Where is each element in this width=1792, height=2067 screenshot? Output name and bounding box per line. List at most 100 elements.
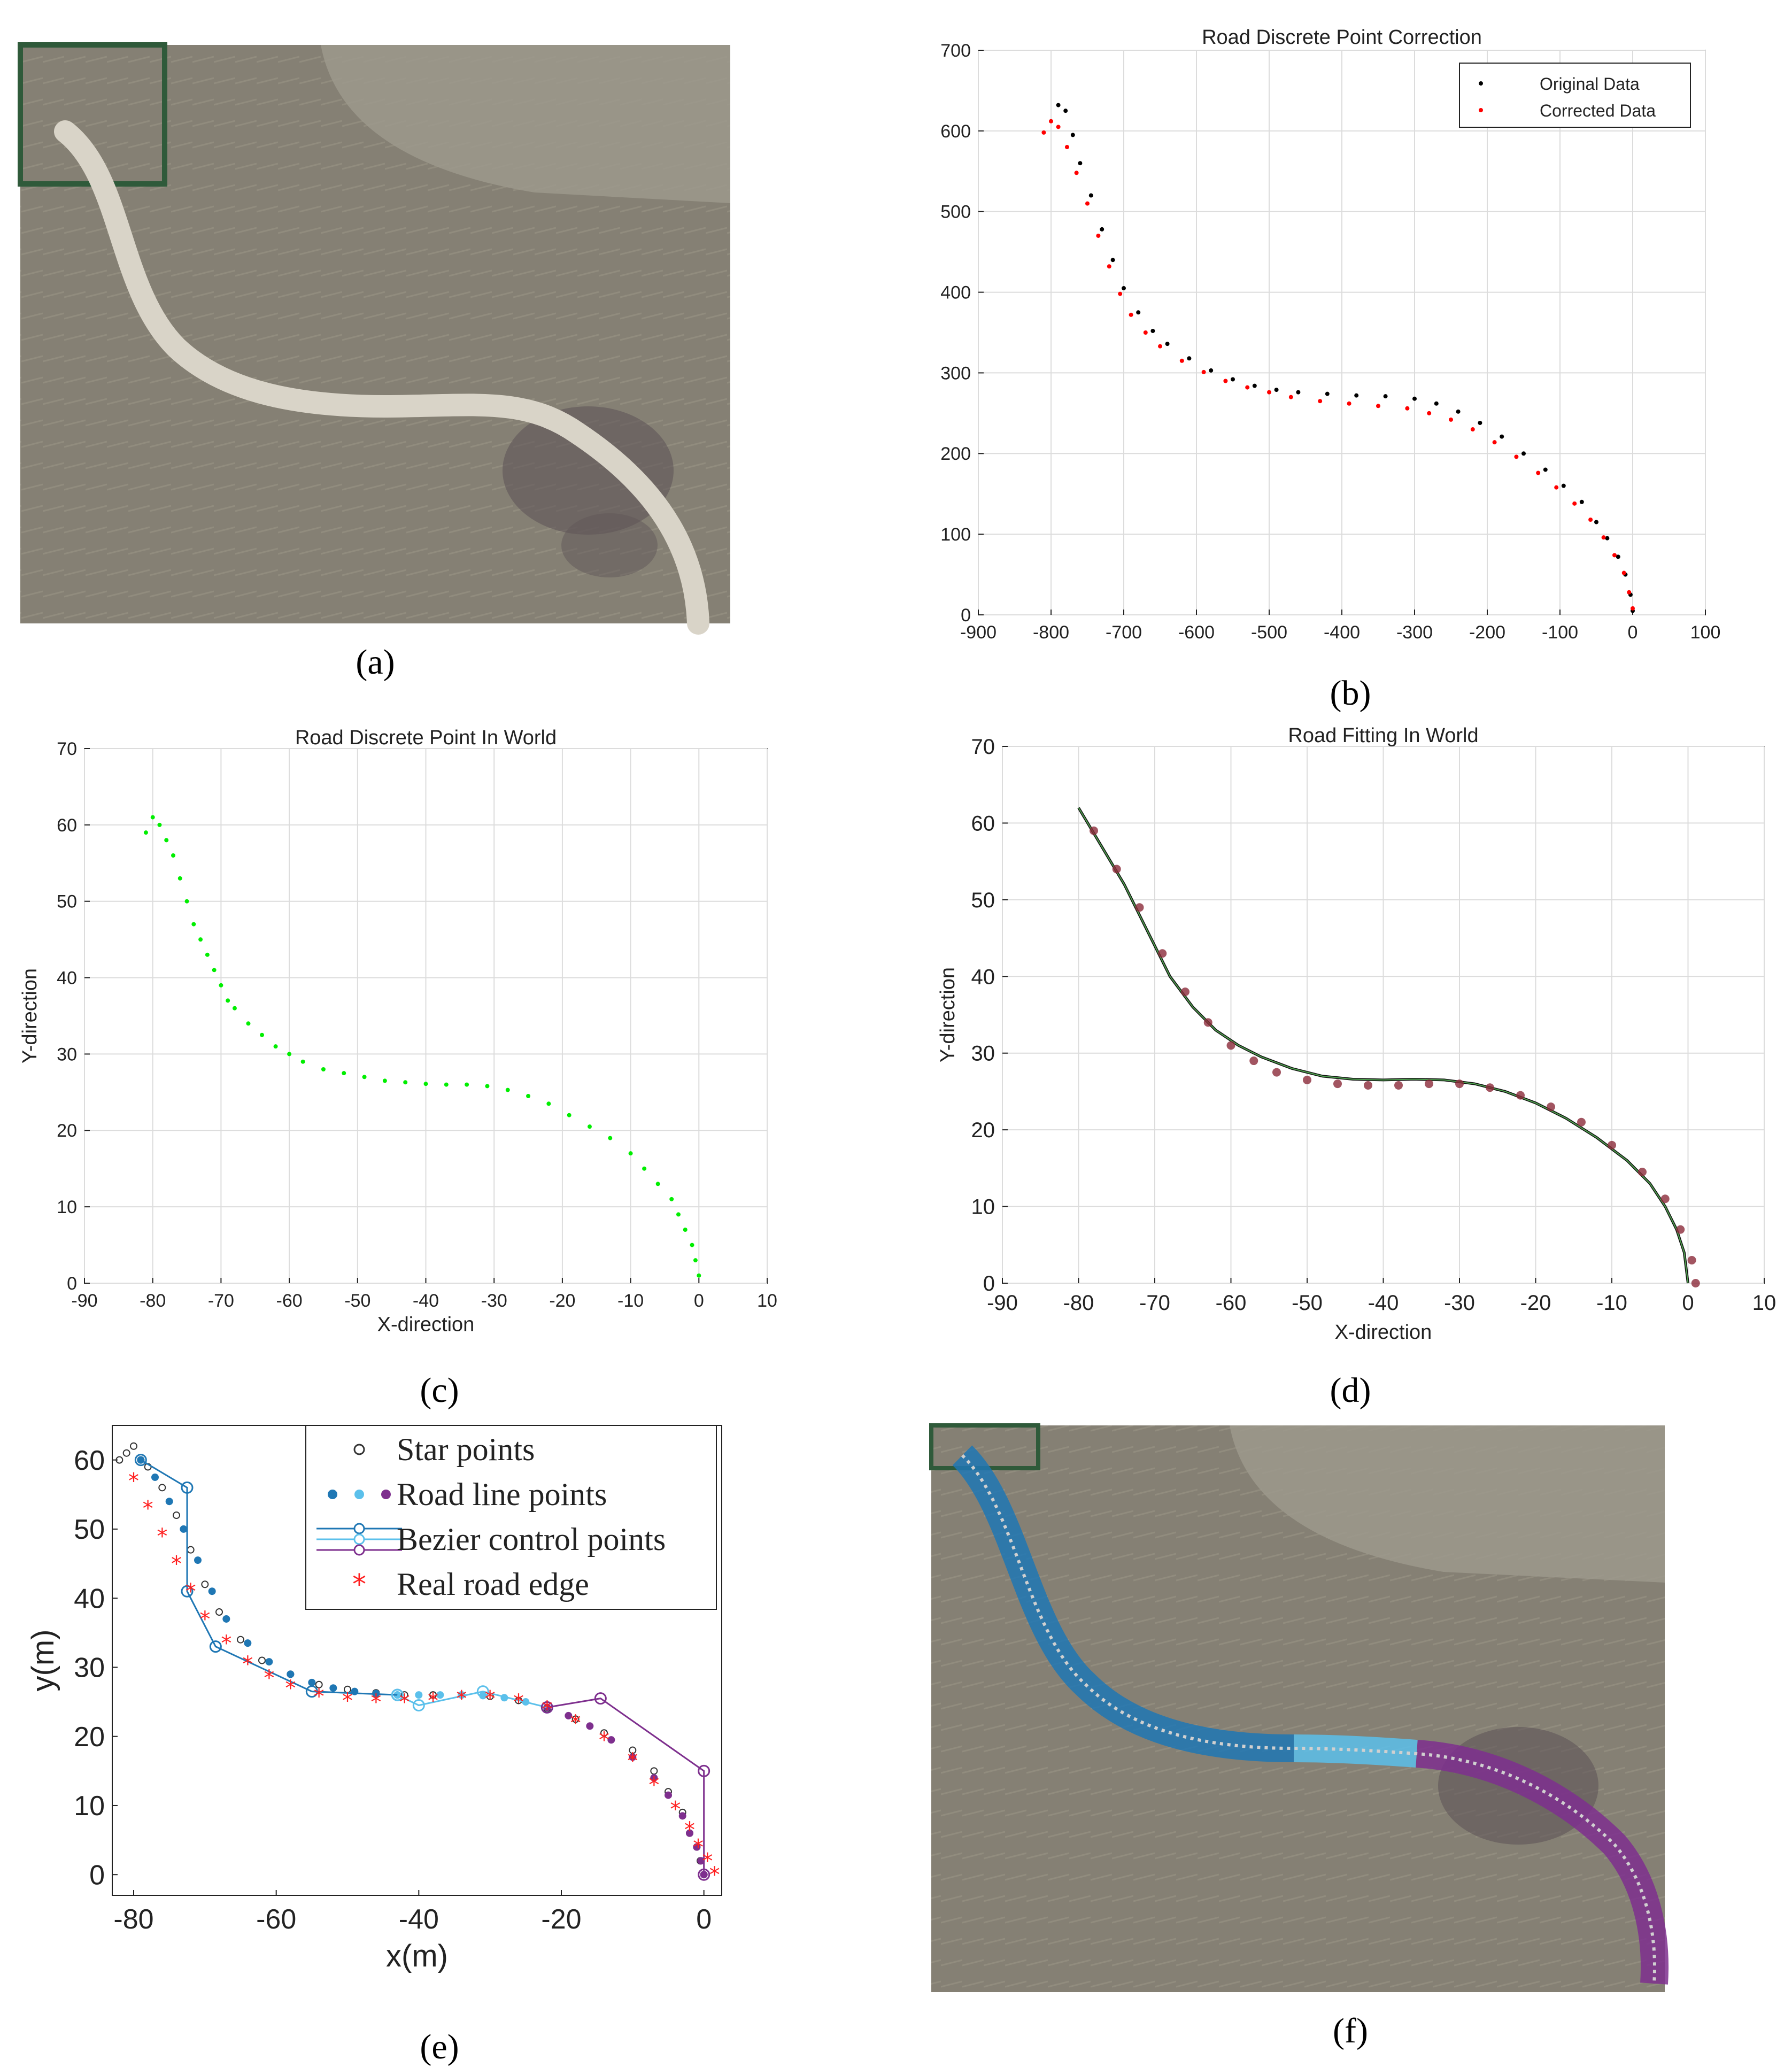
x-tick-label: -80: [140, 1291, 166, 1311]
y-tick-label: 50: [971, 889, 995, 912]
data-point: *: [709, 1863, 720, 1887]
data-point: [1179, 358, 1184, 363]
data-point: [567, 1113, 571, 1117]
data-point: [1158, 949, 1167, 958]
data-point: [565, 1711, 573, 1719]
x-tick-label: -60: [1216, 1291, 1247, 1315]
data-point: [1143, 330, 1148, 335]
data-point: [1588, 517, 1593, 522]
data-point: [1616, 554, 1620, 559]
control-point: [594, 1692, 607, 1705]
data-point: [1547, 1102, 1555, 1112]
data-point: [287, 1052, 292, 1056]
data-point: *: [428, 1688, 438, 1713]
x-tick-label: 0: [696, 1904, 712, 1935]
data-point: [1660, 1194, 1670, 1204]
data-point: [215, 1608, 223, 1616]
data-point: *: [627, 1749, 638, 1773]
data-point: [164, 838, 169, 843]
data-point: [184, 899, 189, 904]
data-point: [1187, 356, 1192, 361]
legend-marker: [381, 1490, 391, 1499]
data-point: [1150, 328, 1155, 333]
data-point: *: [157, 1524, 167, 1549]
x-tick-label: -40: [399, 1904, 439, 1935]
data-point: *: [314, 1685, 325, 1709]
x-tick-label: 0: [694, 1291, 704, 1311]
data-point: [665, 1791, 672, 1799]
data-point: [678, 1812, 686, 1820]
data-point: [1554, 485, 1559, 490]
data-point: [403, 1080, 408, 1085]
series-line: [140, 1459, 398, 1696]
data-point: [1572, 501, 1577, 506]
data-point: [1364, 1081, 1372, 1090]
x-tick-label: -90: [71, 1291, 97, 1311]
x-axis-label: X-direction: [377, 1314, 475, 1336]
series-line: [397, 1691, 547, 1708]
data-point: [1249, 1056, 1258, 1066]
legend-label: Bezier control points: [397, 1522, 666, 1557]
y-tick-label: 600: [940, 121, 971, 142]
data-point: [180, 1525, 188, 1533]
control-point: [476, 1685, 489, 1698]
y-tick-label: 300: [940, 363, 971, 383]
data-point: *: [128, 1469, 139, 1493]
data-point: [1209, 368, 1214, 373]
data-point: [265, 1658, 273, 1666]
data-point: [1303, 1075, 1311, 1084]
y-tick-label: 20: [74, 1722, 105, 1753]
y-tick-label: 100: [940, 525, 971, 545]
data-point: [1063, 109, 1068, 113]
x-tick-label: -20: [541, 1904, 581, 1935]
data-point: [342, 1071, 346, 1076]
data-point: [1394, 1081, 1403, 1090]
y-axis-label: Y-direction: [937, 967, 959, 1062]
data-point: [1226, 1041, 1235, 1050]
data-point: [1354, 393, 1359, 398]
data-point: [1122, 286, 1126, 291]
y-tick-label: 40: [971, 965, 995, 989]
data-point: [436, 1691, 444, 1699]
data-point: [1543, 467, 1548, 472]
legend-marker: [353, 1544, 365, 1556]
data-point: [177, 876, 182, 881]
data-point: [1090, 826, 1098, 835]
y-tick-label: 30: [57, 1044, 77, 1065]
data-point: [122, 1449, 130, 1457]
data-point: [485, 1084, 490, 1089]
legend-label: Corrected Data: [1540, 101, 1656, 120]
data-point: [237, 1636, 244, 1644]
data-point: [315, 1680, 323, 1688]
data-point: [1514, 454, 1519, 459]
data-point: [1516, 1091, 1525, 1100]
data-point: [586, 1722, 594, 1730]
data-point: [1492, 440, 1497, 445]
data-point: [629, 1753, 637, 1761]
panel-f-photo: [929, 1423, 1669, 1992]
data-point: [173, 1511, 180, 1520]
x-axis-label: x(m): [386, 1939, 448, 1973]
y-tick-label: 50: [57, 892, 77, 912]
x-tick-label: -30: [1444, 1291, 1475, 1315]
data-point: *: [702, 1849, 713, 1873]
data-point: [1181, 987, 1189, 996]
data-point: [1100, 227, 1104, 232]
data-point: [244, 1639, 252, 1647]
data-point: [143, 830, 148, 835]
y-tick-label: 500: [940, 202, 971, 222]
data-point: [1201, 369, 1206, 374]
legend-marker: [353, 1533, 365, 1545]
data-point: *: [513, 1690, 524, 1715]
data-point: [1434, 401, 1439, 406]
data-point: [1405, 406, 1410, 411]
y-axis-label: Y-direction: [19, 968, 41, 1063]
data-point: *: [684, 1818, 695, 1842]
x-tick-label: -30: [481, 1291, 507, 1311]
data-point: [1118, 291, 1123, 296]
y-tick-label: 40: [74, 1583, 105, 1614]
panel-label-e: (e): [420, 2027, 459, 2066]
x-tick-label: -900: [960, 622, 997, 643]
x-tick-label: -60: [256, 1904, 296, 1935]
legend-label: Original Data: [1540, 74, 1640, 94]
